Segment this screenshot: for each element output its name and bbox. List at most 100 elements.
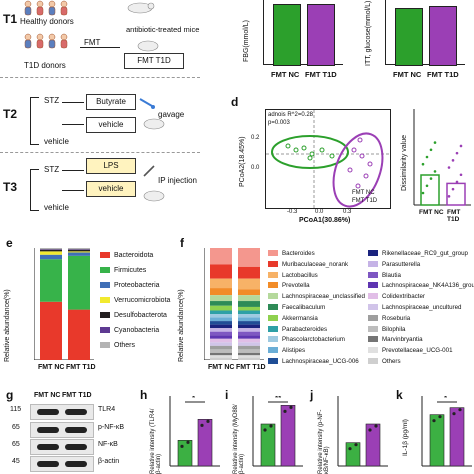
legend-item: Prevotella xyxy=(268,282,310,290)
panel-d: d adnois R^2=0.28 p=0.003 FMT NC FMT T1D… xyxy=(225,95,474,230)
syringe-icon-2 xyxy=(140,164,160,183)
dissim-x1: FMT NC xyxy=(419,209,444,216)
bar xyxy=(446,182,466,206)
stack-segment xyxy=(238,338,260,343)
legend-item: Lachnospiraceae_uncultured xyxy=(368,304,461,312)
divider xyxy=(0,77,200,78)
pcoa-xticks: -0.3 0.0 0.3 xyxy=(287,209,352,215)
panel-letter: g xyxy=(6,388,14,402)
stack-segment xyxy=(210,355,232,358)
legend-label: Prevotella xyxy=(282,282,310,290)
data-point xyxy=(269,424,273,428)
legend-nc: FMT NC xyxy=(352,190,375,196)
bar xyxy=(260,423,276,467)
bar xyxy=(197,419,213,467)
f-x2: FMT T1D xyxy=(236,364,266,371)
data-point xyxy=(289,405,293,409)
blot-nfkb xyxy=(30,439,94,455)
stack-segment xyxy=(68,309,90,360)
h-ylabel: Relative intensity (TLR4/β-actin) xyxy=(150,408,162,474)
panel-letter: d xyxy=(231,95,239,109)
i-ylabel: Relative intensity (MyD88/β-actin) xyxy=(233,404,245,474)
legend-swatch xyxy=(368,304,378,310)
legend-item: Cyanobacteria xyxy=(100,327,159,335)
stack-segment xyxy=(238,266,260,279)
fmt-arrow-icon xyxy=(80,47,120,48)
legend-swatch xyxy=(100,252,110,258)
legend-swatch xyxy=(100,297,110,303)
stack-segment xyxy=(210,338,232,343)
t2-brace-icon xyxy=(30,97,39,145)
legend-item: Prevotellaceae_UCG-001 xyxy=(368,347,453,355)
legend-label: Rikenellaceae_RC9_gut_group xyxy=(382,250,468,257)
x-label-nc: FMT NC xyxy=(271,70,300,79)
stack-segment xyxy=(210,349,232,353)
stack-segment xyxy=(40,259,62,302)
legend-swatch xyxy=(268,250,278,256)
stack-segment xyxy=(210,345,232,350)
arrow-icon xyxy=(62,102,84,103)
legend-swatch xyxy=(268,271,278,278)
stat-line-1: adnois R^2=0.28 xyxy=(268,112,314,118)
bar-itt-nc xyxy=(395,8,423,66)
legend-swatch xyxy=(368,358,378,364)
legend-label: Lactobacillus xyxy=(282,271,318,279)
e-x1: FMT NC xyxy=(38,364,65,371)
bar-itt-t1d xyxy=(429,6,457,66)
legend-swatch xyxy=(268,358,278,364)
stat-line-2: p=0.003 xyxy=(268,120,290,126)
dissim-chart xyxy=(413,109,471,207)
legend-item: Lachnospiraceae_unclassified xyxy=(268,293,365,301)
stack-segment xyxy=(238,321,260,325)
legend-label: Bacteroidota xyxy=(114,252,154,259)
healthy-donors-label: Healthy donors xyxy=(20,17,74,26)
j-chart xyxy=(337,396,388,467)
stack-segment xyxy=(210,352,232,356)
gavage-label: gavage xyxy=(158,110,185,119)
k-chart: * xyxy=(421,396,472,467)
pcoa-ylabel: PCoA2(18.45%) xyxy=(239,136,246,187)
legend-label: Faecalibaculum xyxy=(282,304,326,311)
bar-fmt-nc xyxy=(273,4,301,66)
blot-p-nfkb xyxy=(30,422,94,438)
fbg-ylabel: FBG(mmol/L) xyxy=(243,20,250,62)
legend-swatch xyxy=(368,325,378,332)
butyrate-box: Butyrate xyxy=(86,94,136,110)
data-point xyxy=(429,148,433,152)
legend-item: Phascolarctobacterium xyxy=(268,336,345,344)
stack-segment xyxy=(238,345,260,350)
legend-swatch xyxy=(268,304,278,310)
legend-label: Lachnospiraceae_uncultured xyxy=(382,304,462,311)
syringe-icon xyxy=(138,96,158,114)
data-point xyxy=(354,443,358,447)
data-point xyxy=(425,184,429,188)
stack-segment xyxy=(68,251,90,253)
legend-swatch xyxy=(368,250,378,256)
legend-swatch xyxy=(368,260,378,267)
bar xyxy=(420,174,440,206)
healthy-donors-icon xyxy=(22,0,70,21)
legend-item: Others xyxy=(368,358,401,366)
legend-swatch xyxy=(268,314,278,321)
stack-segment xyxy=(238,357,260,360)
band-p-nfkb: p-NF-κB xyxy=(98,424,125,431)
data-point xyxy=(429,177,433,180)
legend-label: Alistipes xyxy=(282,347,306,355)
legend-item: Bacteroides xyxy=(268,250,315,258)
legend-label: Parasutterella xyxy=(382,260,421,268)
legend-swatch xyxy=(268,336,278,343)
axis xyxy=(385,0,386,64)
arrow-icon-3 xyxy=(62,170,84,171)
stack-segment xyxy=(210,328,232,332)
legend-item: Akkermansia xyxy=(268,314,318,323)
band-tlr4: TLR4 xyxy=(98,406,116,413)
ip-injection-label: IP injection xyxy=(158,176,197,185)
f-legend-left: Bacteroides Muribaculaceae_norank Lactobac… xyxy=(268,250,368,370)
legend-label: Proteobacteria xyxy=(114,282,160,289)
t2-stz: STZ xyxy=(44,96,60,105)
stack-segment xyxy=(210,295,232,302)
dissim-x2: FMT T1D xyxy=(447,209,461,223)
pcoa-plot: adnois R^2=0.28 p=0.003 FMT NC FMT T1D xyxy=(265,109,391,209)
top-right-panels: FBG(mmol/L) FMT NC FMT T1D ITT, glucose(… xyxy=(225,0,474,88)
stack-segment xyxy=(238,295,260,302)
